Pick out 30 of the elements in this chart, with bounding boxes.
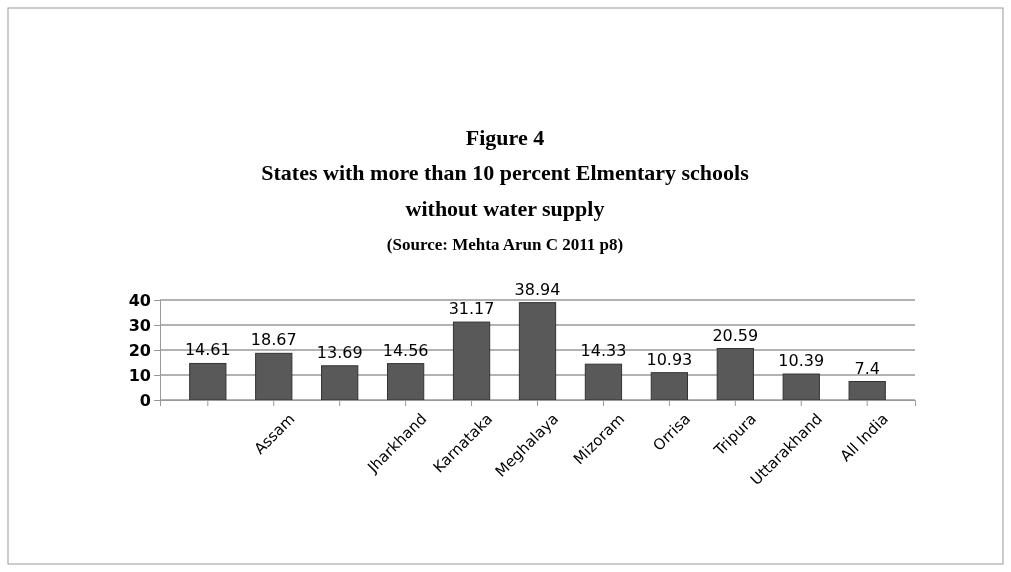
- y-tick-label: 20: [128, 340, 151, 360]
- y-tick-label: 40: [128, 290, 151, 310]
- data-label: 14.61: [184, 340, 231, 360]
- data-label: 7.4: [854, 358, 880, 378]
- bar: [518, 302, 557, 401]
- y-tick-label: 30: [128, 315, 151, 335]
- bar: [189, 362, 227, 401]
- chart-title: Figure 4: [465, 125, 545, 150]
- bar: [584, 363, 623, 401]
- bar: [255, 352, 293, 401]
- text: (Source: Mehta Arun C 2011 p8): [386, 235, 624, 254]
- y-tick-label: 10: [128, 365, 151, 385]
- bar: [386, 363, 425, 401]
- data-label: 13.69: [316, 342, 363, 362]
- data-label: 14.56: [382, 340, 429, 360]
- data-label: 20.59: [712, 325, 759, 345]
- data-label: 18.67: [250, 330, 297, 350]
- data-label: 14.33: [580, 341, 627, 361]
- data-label: 38.94: [514, 279, 561, 299]
- data-label: 10.93: [646, 349, 693, 369]
- bar: [650, 372, 689, 401]
- data-label: 31.17: [448, 299, 495, 319]
- y-tick-label: 0: [139, 390, 151, 410]
- bar: [452, 321, 491, 401]
- chart-subtitle: States with more than 10 percent Elmentary schools without water supply: [261, 160, 750, 221]
- bar: [716, 348, 754, 401]
- bar: [782, 373, 820, 401]
- bar: [321, 365, 359, 401]
- bar: [848, 381, 886, 401]
- data-label: 10.39: [778, 351, 825, 371]
